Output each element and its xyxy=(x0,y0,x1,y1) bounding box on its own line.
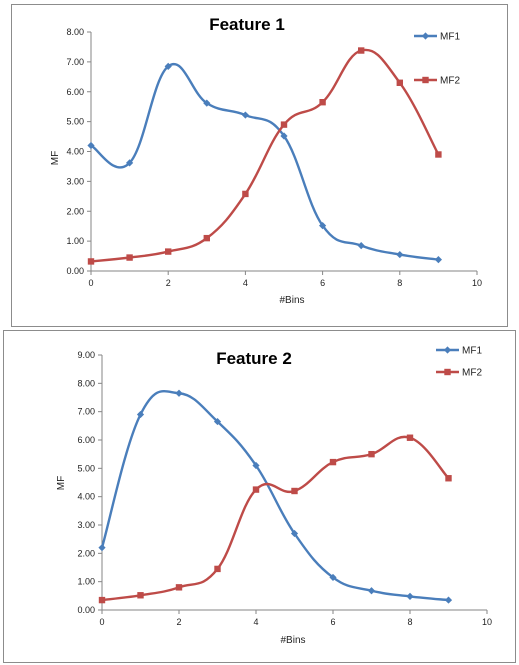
data-point-mf1 xyxy=(164,62,172,70)
y-tick-label: 2.00 xyxy=(77,548,95,558)
data-point-mf2 xyxy=(242,190,249,198)
x-tick-label: 4 xyxy=(243,278,248,288)
y-tick-label: 3.00 xyxy=(66,176,84,186)
data-point-mf1 xyxy=(434,256,442,264)
y-tick-label: 6.00 xyxy=(66,87,84,97)
series-line-mf2 xyxy=(101,435,450,602)
x-axis-label: #Bins xyxy=(279,295,304,306)
legend-label-mf2: MF2 xyxy=(440,76,460,87)
data-point-mf1 xyxy=(126,159,134,167)
data-point-mf2 xyxy=(137,592,144,599)
data-point-mf2 xyxy=(214,565,221,573)
data-point-mf2 xyxy=(396,79,403,86)
y-tick-label: 5.00 xyxy=(66,117,84,127)
data-point-mf1 xyxy=(175,389,183,397)
data-point-mf1 xyxy=(367,587,376,595)
data-point-mf2 xyxy=(165,248,172,255)
x-tick-label: 0 xyxy=(99,617,104,627)
y-tick-label: 3.00 xyxy=(77,520,95,530)
y-tick-label: 6.00 xyxy=(77,435,95,445)
data-point-mf2 xyxy=(291,487,298,495)
data-point-mf1 xyxy=(319,221,327,230)
y-axis-label: MF xyxy=(56,476,67,490)
data-point-mf2 xyxy=(175,584,183,591)
data-point-mf2 xyxy=(435,151,442,158)
legend-label-mf2: MF2 xyxy=(462,368,482,379)
y-tick-label: 5.00 xyxy=(77,463,95,473)
data-point-mf1 xyxy=(252,461,260,470)
x-tick-label: 10 xyxy=(472,278,482,288)
x-tick-label: 2 xyxy=(166,278,171,288)
x-tick-label: 2 xyxy=(176,617,181,627)
y-tick-label: 1.00 xyxy=(66,236,84,246)
x-tick-label: 6 xyxy=(330,617,335,627)
y-axis-label: MF xyxy=(50,151,61,165)
data-point-mf2 xyxy=(358,47,365,54)
data-point-mf2 xyxy=(280,121,288,128)
x-tick-label: 6 xyxy=(320,278,325,288)
legend-label-mf1: MF1 xyxy=(440,32,460,43)
y-tick-label: 8.00 xyxy=(77,378,95,388)
y-tick-label: 4.00 xyxy=(77,492,95,502)
data-point-mf2 xyxy=(126,254,133,261)
y-tick-label: 9.00 xyxy=(77,350,95,360)
y-tick-label: 1.00 xyxy=(77,577,95,587)
y-tick-label: 8.00 xyxy=(66,27,84,37)
data-point-mf2 xyxy=(98,596,106,604)
data-point-mf1 xyxy=(87,141,95,150)
data-point-mf1 xyxy=(406,592,414,600)
legend-marker-mf2 xyxy=(422,76,429,84)
legend-label-mf1: MF1 xyxy=(462,346,482,357)
y-tick-label: 7.00 xyxy=(77,407,95,417)
data-point-mf2 xyxy=(368,450,375,458)
legend-marker-mf1 xyxy=(421,32,430,40)
data-point-mf1 xyxy=(241,111,249,119)
data-point-mf1 xyxy=(203,99,211,107)
y-tick-label: 0.00 xyxy=(66,266,84,276)
data-point-mf1 xyxy=(396,250,404,259)
y-tick-label: 7.00 xyxy=(66,57,84,67)
chart-title: Feature 1 xyxy=(209,15,285,34)
legend-marker-mf2 xyxy=(444,368,451,376)
chart-panel-feature-1: 0.00 1.00 2.00 3.00 4.00 5.00 6.00 7.00 8.00 0 2 4 6… xyxy=(11,4,508,327)
data-point-mf1 xyxy=(357,242,365,250)
data-point-mf2 xyxy=(203,234,210,242)
chart-feature-1: 0.00 1.00 2.00 3.00 4.00 5.00 6.00 7.00 8.00 0 2 4 6… xyxy=(50,15,482,306)
data-point-mf1 xyxy=(280,132,288,140)
chart-panel-feature-2: 0.00 1.00 2.00 3.00 4.00 5.00 6.00 7.00 8.00 9.00… xyxy=(3,330,516,663)
x-tick-label: 4 xyxy=(253,617,258,627)
x-tick-label: 8 xyxy=(397,278,402,288)
series-line-mf1 xyxy=(100,390,449,602)
series-line-mf1 xyxy=(90,62,439,261)
x-tick-label: 8 xyxy=(407,617,412,627)
data-point-mf1 xyxy=(444,596,453,604)
y-tick-label: 4.00 xyxy=(66,147,84,157)
data-point-mf2 xyxy=(252,486,260,493)
data-point-mf2 xyxy=(319,99,326,106)
y-tick-label: 0.00 xyxy=(77,605,95,615)
data-point-mf1 xyxy=(98,544,106,552)
chart-title: Feature 2 xyxy=(216,349,292,368)
data-point-mf1 xyxy=(136,410,145,419)
x-tick-label: 10 xyxy=(482,617,492,627)
legend-marker-mf1 xyxy=(443,346,452,354)
series-line-mf2 xyxy=(90,48,440,263)
data-point-mf2 xyxy=(87,258,95,265)
data-point-mf2 xyxy=(445,475,452,482)
data-point-mf2 xyxy=(329,458,337,466)
x-axis-label: #Bins xyxy=(280,635,305,646)
x-tick-label: 0 xyxy=(88,278,93,288)
data-point-mf2 xyxy=(406,434,414,441)
y-tick-label: 2.00 xyxy=(66,206,84,216)
chart-feature-2: 0.00 1.00 2.00 3.00 4.00 5.00 6.00 7.00 8.00 9.00… xyxy=(56,346,492,647)
data-point-mf1 xyxy=(290,529,299,538)
